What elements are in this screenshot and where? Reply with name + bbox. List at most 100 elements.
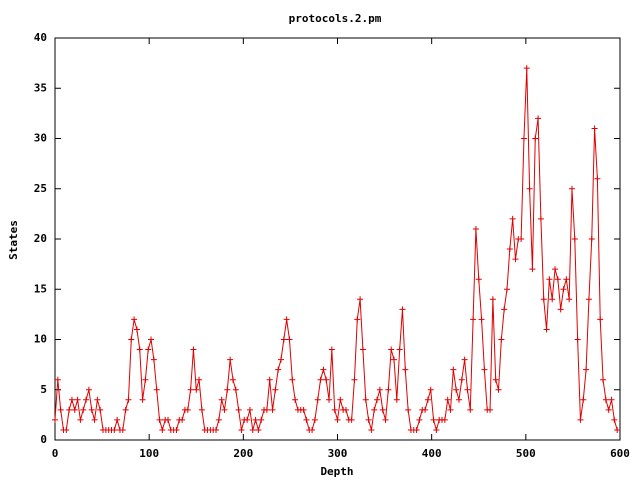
y-tick-label: 30: [34, 132, 47, 145]
point-marker: [543, 326, 550, 333]
point-marker: [300, 406, 307, 413]
point-marker: [376, 386, 383, 393]
point-marker: [252, 416, 259, 423]
point-marker: [148, 336, 155, 343]
point-marker: [450, 366, 457, 373]
point-marker: [608, 396, 615, 403]
point-marker: [504, 286, 510, 293]
point-marker: [224, 386, 231, 393]
point-marker: [388, 346, 395, 353]
point-marker: [424, 396, 431, 403]
point-marker: [289, 376, 296, 383]
point-marker: [501, 306, 508, 313]
point-marker: [229, 376, 236, 383]
point-marker: [478, 316, 485, 323]
y-tick-label: 35: [34, 81, 47, 94]
point-marker: [68, 396, 75, 403]
y-tick-label: 0: [40, 433, 47, 446]
point-marker: [518, 236, 525, 242]
x-tick-label: 600: [610, 447, 630, 460]
point-marker: [487, 406, 494, 413]
point-marker: [71, 406, 78, 413]
point-marker: [351, 376, 358, 383]
point-marker: [80, 406, 87, 413]
point-marker: [74, 396, 81, 403]
point-marker: [433, 426, 440, 433]
point-marker: [142, 376, 149, 383]
point-marker: [557, 306, 564, 313]
point-marker: [280, 336, 287, 343]
point-marker: [63, 426, 70, 433]
point-marker: [461, 356, 468, 363]
point-marker: [605, 406, 612, 413]
point-marker: [413, 426, 420, 433]
point-marker: [184, 406, 191, 413]
point-marker: [125, 396, 132, 403]
point-marker: [577, 416, 584, 423]
point-marker: [549, 296, 556, 303]
point-marker: [574, 336, 581, 343]
point-marker: [311, 416, 318, 423]
point-marker: [77, 416, 84, 423]
point-marker: [453, 386, 460, 393]
point-marker: [326, 396, 333, 403]
point-marker: [447, 406, 454, 413]
point-marker: [357, 296, 364, 303]
point-marker: [455, 396, 462, 403]
point-marker: [286, 336, 293, 343]
point-marker: [153, 386, 160, 393]
point-marker: [54, 376, 61, 383]
point-marker: [365, 416, 372, 423]
point-marker: [540, 296, 547, 303]
point-marker: [611, 416, 618, 423]
x-tick-label: 400: [422, 447, 442, 460]
point-marker: [385, 386, 392, 393]
point-marker: [506, 246, 513, 253]
point-marker: [246, 406, 253, 413]
point-marker: [591, 125, 598, 132]
point-marker: [552, 266, 559, 273]
point-marker: [489, 296, 496, 303]
plot-border: [54, 37, 621, 441]
point-marker: [317, 376, 324, 383]
point-marker: [580, 396, 587, 403]
point-marker: [227, 356, 234, 363]
point-marker: [382, 416, 389, 423]
point-marker: [526, 185, 533, 192]
y-tick-label: 15: [34, 282, 47, 295]
point-marker: [66, 406, 73, 413]
point-marker: [150, 356, 157, 363]
point-marker: [111, 426, 118, 433]
y-tick-label: 40: [34, 31, 47, 44]
point-marker: [560, 286, 567, 293]
point-marker: [444, 396, 451, 403]
point-marker: [196, 376, 203, 383]
point-marker: [602, 396, 609, 403]
point-marker: [249, 426, 256, 433]
point-marker: [128, 336, 135, 343]
point-marker: [472, 225, 479, 232]
point-marker: [156, 416, 163, 423]
point-marker: [441, 416, 448, 423]
point-marker: [379, 406, 386, 413]
point-marker: [136, 346, 143, 353]
chart-title: protocols.2.pm: [289, 12, 382, 25]
point-marker: [309, 426, 316, 433]
point-marker: [52, 416, 58, 423]
point-marker: [269, 406, 276, 413]
point-marker: [235, 406, 242, 413]
point-marker: [303, 416, 310, 423]
point-marker: [512, 256, 519, 263]
point-marker: [402, 366, 409, 373]
point-marker: [546, 276, 553, 283]
point-marker: [255, 426, 262, 433]
point-marker: [475, 276, 482, 283]
point-marker: [198, 406, 205, 413]
point-marker: [583, 366, 590, 373]
point-marker: [131, 316, 138, 323]
point-marker: [614, 426, 621, 433]
point-marker: [97, 406, 104, 413]
point-marker: [57, 406, 64, 413]
y-tick-label: 5: [40, 383, 47, 396]
